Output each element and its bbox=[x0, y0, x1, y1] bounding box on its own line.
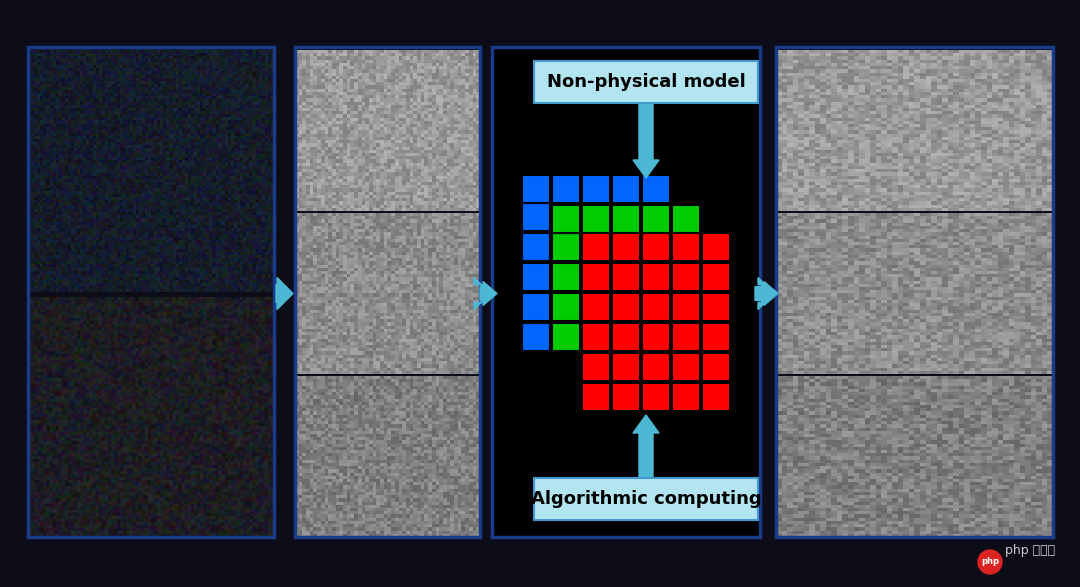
FancyBboxPatch shape bbox=[534, 61, 758, 103]
Polygon shape bbox=[755, 282, 778, 305]
Bar bbox=[672, 383, 700, 411]
Bar bbox=[642, 323, 670, 351]
Polygon shape bbox=[276, 278, 293, 309]
Bar bbox=[642, 233, 670, 261]
Bar bbox=[702, 263, 730, 291]
Bar bbox=[702, 383, 730, 411]
Bar bbox=[672, 233, 700, 261]
Circle shape bbox=[978, 550, 1002, 574]
Bar bbox=[612, 175, 640, 203]
Polygon shape bbox=[480, 282, 497, 305]
Bar bbox=[582, 293, 610, 321]
Bar bbox=[522, 263, 550, 291]
Bar bbox=[672, 263, 700, 291]
Bar bbox=[642, 383, 670, 411]
Bar bbox=[522, 233, 550, 261]
Bar bbox=[552, 293, 580, 321]
Bar bbox=[582, 383, 610, 411]
Bar bbox=[672, 323, 700, 351]
Bar bbox=[612, 383, 640, 411]
Bar bbox=[522, 293, 550, 321]
Bar bbox=[552, 233, 580, 261]
Bar bbox=[642, 353, 670, 381]
Polygon shape bbox=[758, 278, 774, 309]
Polygon shape bbox=[633, 101, 659, 178]
Polygon shape bbox=[633, 415, 659, 480]
Bar bbox=[702, 293, 730, 321]
Bar bbox=[582, 323, 610, 351]
Bar bbox=[582, 353, 610, 381]
Bar bbox=[582, 263, 610, 291]
Bar bbox=[552, 175, 580, 203]
Bar bbox=[612, 263, 640, 291]
Bar bbox=[612, 233, 640, 261]
Bar bbox=[642, 205, 670, 233]
Bar bbox=[522, 323, 550, 351]
Bar bbox=[552, 205, 580, 233]
Bar bbox=[552, 323, 580, 351]
Bar bbox=[612, 205, 640, 233]
Bar bbox=[642, 175, 670, 203]
Text: php 中文网: php 中文网 bbox=[1004, 544, 1055, 557]
FancyBboxPatch shape bbox=[492, 47, 760, 537]
FancyBboxPatch shape bbox=[534, 478, 758, 520]
Bar bbox=[552, 263, 580, 291]
Bar bbox=[672, 353, 700, 381]
Bar bbox=[582, 175, 610, 203]
Bar bbox=[642, 293, 670, 321]
Bar bbox=[582, 233, 610, 261]
Polygon shape bbox=[474, 278, 490, 309]
Text: php: php bbox=[981, 558, 999, 566]
Bar bbox=[612, 293, 640, 321]
Bar bbox=[672, 205, 700, 233]
Bar bbox=[642, 263, 670, 291]
Bar bbox=[612, 353, 640, 381]
Text: Algorithmic computing: Algorithmic computing bbox=[530, 490, 761, 508]
Text: Non-physical model: Non-physical model bbox=[546, 73, 745, 91]
Bar bbox=[702, 353, 730, 381]
Bar bbox=[702, 233, 730, 261]
Bar bbox=[612, 323, 640, 351]
Bar bbox=[522, 203, 550, 231]
Bar bbox=[522, 175, 550, 203]
Bar bbox=[702, 323, 730, 351]
Bar bbox=[672, 293, 700, 321]
Bar bbox=[582, 205, 610, 233]
